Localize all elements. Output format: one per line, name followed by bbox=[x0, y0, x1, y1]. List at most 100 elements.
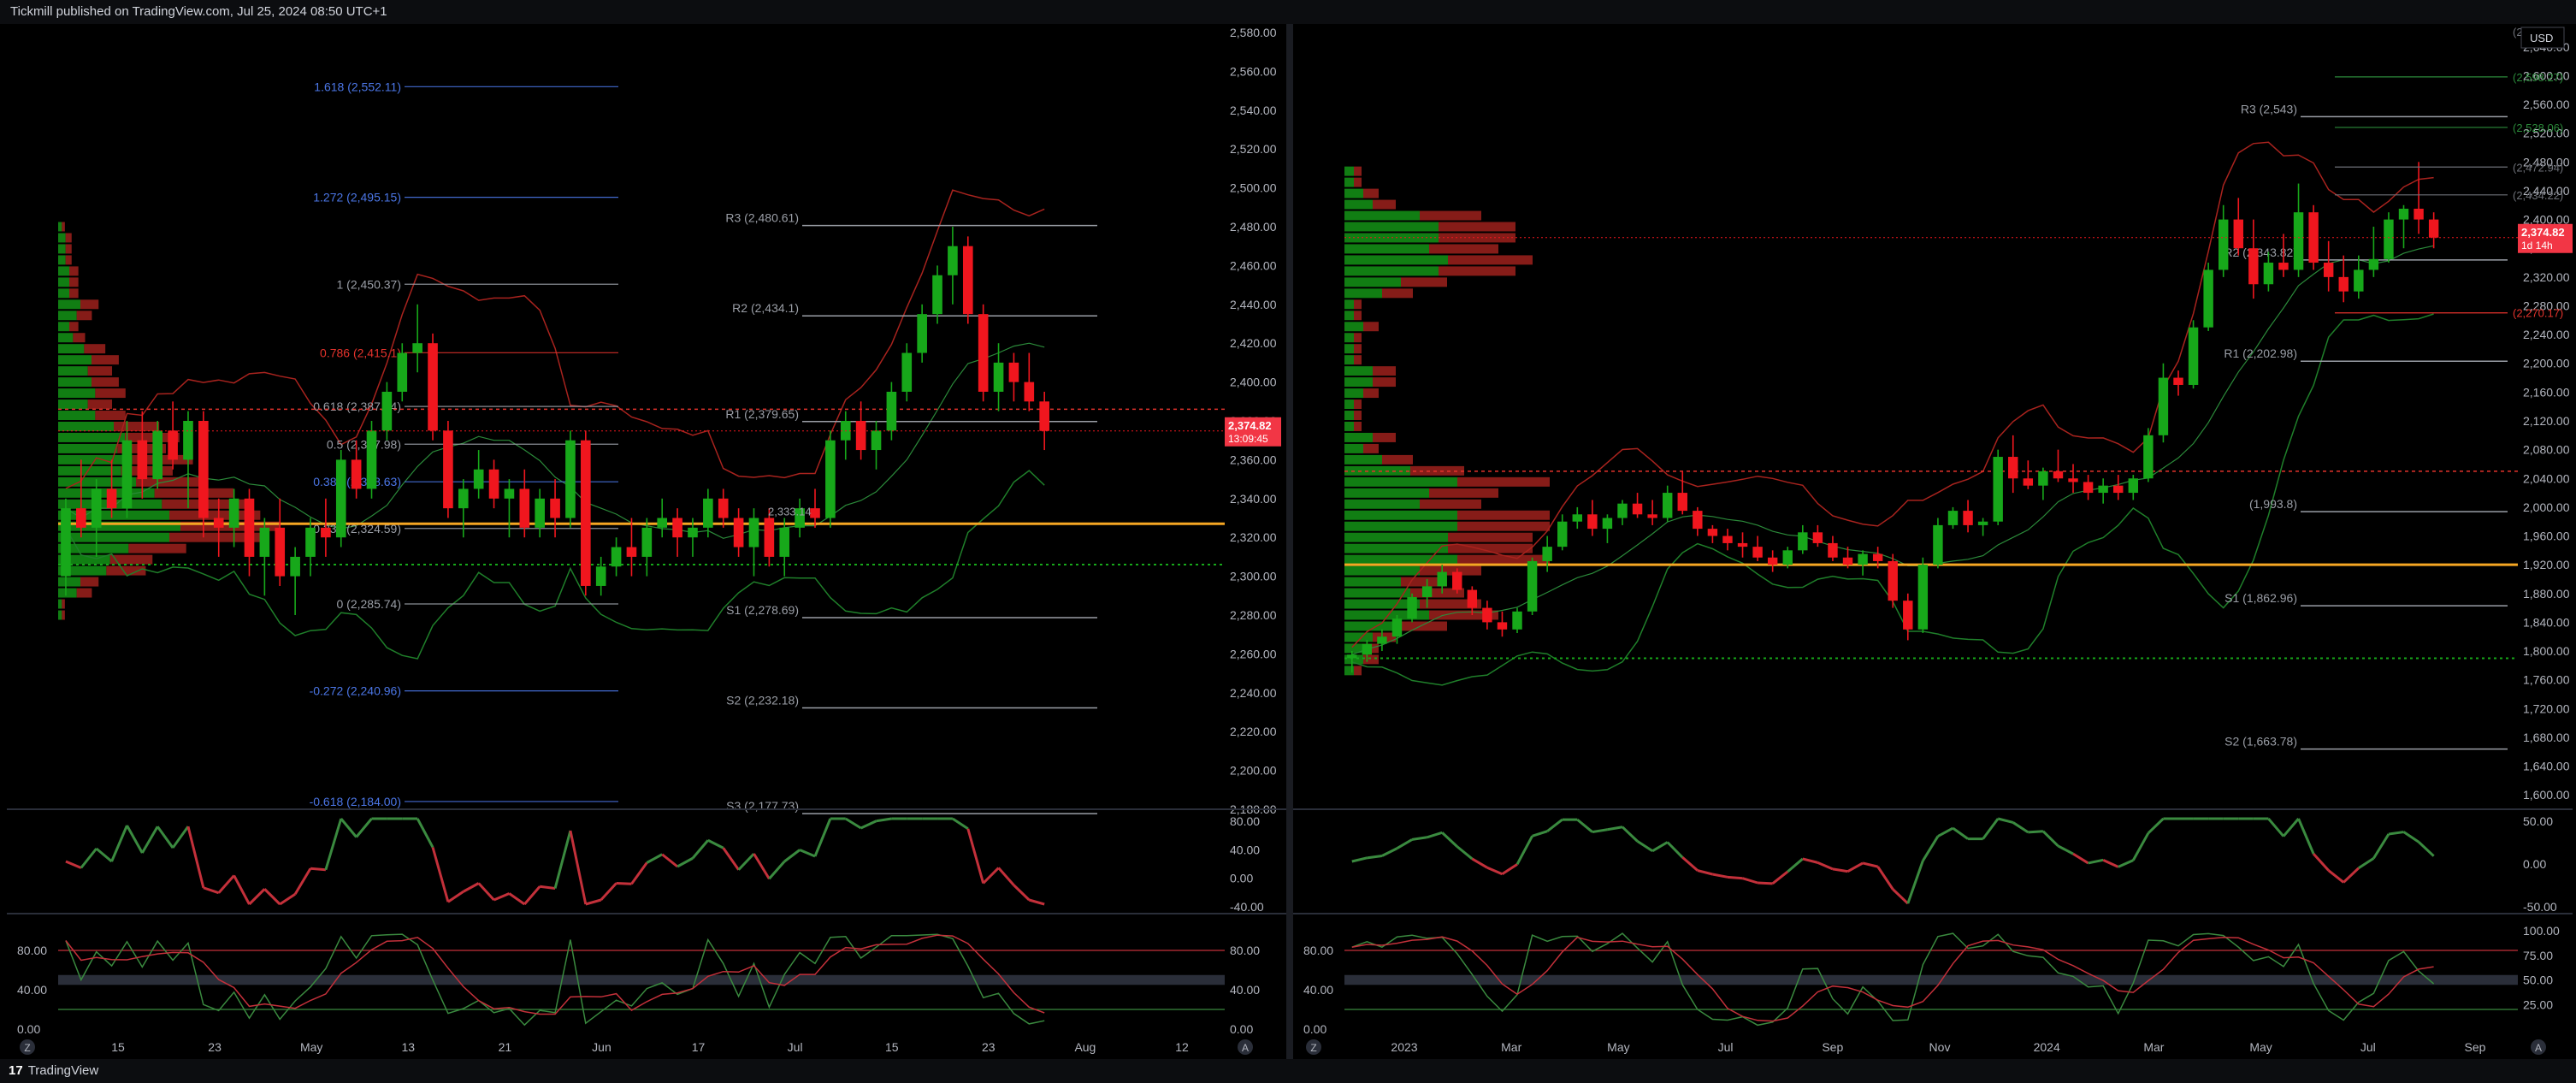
price-axis-tick: 2,300.00 bbox=[1230, 570, 1277, 583]
rsi-segment bbox=[2297, 818, 2315, 855]
time-axis-tick: 2024 bbox=[2034, 1040, 2060, 1054]
rsi-segment bbox=[1681, 856, 1699, 872]
footer-bar: 17 TradingView bbox=[0, 1059, 2576, 1083]
candle-body bbox=[61, 508, 71, 577]
rsi-segment bbox=[1621, 826, 1639, 843]
volume-profile-bar-up bbox=[1344, 411, 1354, 420]
price-axis-tick: 1,680.00 bbox=[2523, 731, 2570, 744]
chart-left-svg[interactable]: 2,580.00 2,560.00 2,540.00 2,520.00 2,500.00… bbox=[7, 24, 1286, 1059]
volume-profile-bar-up bbox=[1344, 443, 1363, 453]
panel-divider[interactable] bbox=[1286, 24, 1293, 1059]
rsi-segment bbox=[340, 818, 357, 838]
candle-body bbox=[825, 440, 836, 518]
axis-badge bbox=[1238, 1039, 1253, 1055]
volume-profile-bar-down bbox=[87, 366, 113, 376]
middle-band-line bbox=[65, 342, 1045, 539]
rsi-segment bbox=[126, 825, 144, 854]
candle-body bbox=[978, 314, 989, 392]
pivot-label: R1 (2,202.98) bbox=[2224, 346, 2297, 360]
candle-body bbox=[1858, 553, 1868, 565]
pivot-label: S1 (2,278.69) bbox=[726, 603, 799, 617]
price-axis-tick: 2,480.00 bbox=[1230, 220, 1277, 234]
rsi-segment bbox=[1727, 875, 1743, 880]
chart-right-svg[interactable]: 2,640.002,600.002,560.002,520.002,480.00… bbox=[1293, 24, 2573, 1059]
pivot-label: S1 (1,862.96) bbox=[2224, 591, 2297, 605]
rsi-segment bbox=[768, 861, 786, 880]
volume-profile-bar-up bbox=[58, 599, 62, 609]
tradingview-logo[interactable]: 17 TradingView bbox=[9, 1059, 98, 1083]
rsi-segment bbox=[1862, 861, 1878, 868]
candle-body bbox=[1632, 503, 1643, 515]
footer-brand: TradingView bbox=[27, 1063, 99, 1078]
candle-body bbox=[91, 488, 102, 528]
chart-panel-right[interactable]: 2,640.002,600.002,560.002,520.002,480.00… bbox=[1293, 24, 2573, 1059]
volume-profile-bar-up bbox=[1344, 521, 1457, 531]
candle-body bbox=[228, 498, 239, 528]
volume-profile-bar-down bbox=[87, 399, 113, 410]
candle-body bbox=[1947, 511, 1959, 525]
price-axis-tick: 2,480.00 bbox=[2523, 155, 2570, 169]
volume-profile-bar-down bbox=[136, 476, 200, 487]
volume-profile-bar-down bbox=[1457, 476, 1550, 487]
rsi-segment bbox=[722, 847, 740, 871]
candle-body bbox=[137, 440, 148, 480]
candle-body bbox=[626, 547, 637, 557]
volume-profile-bar-up bbox=[1344, 666, 1354, 676]
volume-profile-bar-down bbox=[69, 288, 79, 299]
rsi-segment bbox=[186, 826, 205, 889]
volume-profile-bar-up bbox=[58, 488, 155, 498]
volume-profile-bar-up bbox=[1344, 588, 1410, 598]
candle-body bbox=[810, 508, 820, 518]
candle-body bbox=[1527, 560, 1538, 612]
currency-button bbox=[2520, 27, 2565, 49]
time-axis-tick: 15 bbox=[885, 1040, 899, 1054]
candle-body bbox=[1617, 503, 1628, 518]
volume-profile-bar-up bbox=[58, 299, 80, 310]
rsi-segment bbox=[966, 828, 985, 884]
candle-body bbox=[321, 527, 331, 538]
time-axis-tick: 21 bbox=[499, 1040, 512, 1054]
candle-body bbox=[428, 343, 438, 431]
rsi-segment bbox=[1501, 863, 1518, 875]
fib-level-label: 1 (2,450.37) bbox=[337, 277, 402, 291]
volume-profile-bar-up bbox=[1344, 621, 1401, 631]
volume-profile-bar-up bbox=[1344, 632, 1373, 642]
stoch-axis-tick: 25.00 bbox=[2523, 997, 2553, 1011]
candle-body bbox=[962, 246, 973, 315]
candle-body bbox=[1008, 362, 1019, 382]
volume-profile-bar-up bbox=[58, 333, 74, 343]
candle-body bbox=[779, 527, 790, 557]
rsi-segment bbox=[2147, 817, 2165, 835]
rsi-segment bbox=[463, 882, 480, 893]
rsi-segment bbox=[1771, 870, 1789, 885]
candle-body bbox=[473, 469, 484, 489]
candle-body bbox=[2398, 208, 2409, 220]
volume-profile-bar-up bbox=[1344, 244, 1429, 254]
volume-profile-bar-down bbox=[62, 222, 65, 232]
candle-body bbox=[1752, 547, 1763, 558]
volume-profile-bar-down bbox=[92, 355, 119, 365]
rsi-segment bbox=[203, 886, 220, 895]
volume-profile-bar-up bbox=[1344, 288, 1382, 299]
candle-body bbox=[2263, 263, 2274, 285]
candle-body bbox=[764, 518, 775, 557]
volume-profile-bar-up bbox=[58, 565, 107, 576]
volume-profile-bar-up bbox=[1344, 422, 1354, 431]
candle-body bbox=[1917, 565, 1929, 630]
candle-body bbox=[1572, 514, 1583, 522]
tradingview-logo-mark: 17 bbox=[9, 1063, 23, 1078]
volume-profile-bar-up bbox=[1344, 532, 1448, 542]
pivot-label: S3 (2,177.73) bbox=[726, 799, 799, 813]
rsi-segment bbox=[1742, 877, 1758, 885]
chart-panel-left[interactable]: 2,580.00 2,560.00 2,540.00 2,520.00 2,500.00… bbox=[7, 24, 1286, 1059]
candle-body bbox=[290, 556, 300, 577]
volume-profile-bar-down bbox=[1373, 366, 1396, 376]
candle-body bbox=[259, 527, 270, 557]
rsi-segment bbox=[416, 818, 434, 849]
volume-profile-bar-up bbox=[1344, 399, 1354, 410]
volume-profile-bar-up bbox=[58, 411, 96, 420]
candle-body bbox=[795, 508, 805, 528]
rsi-segment bbox=[539, 885, 556, 890]
candle-body bbox=[1693, 511, 1703, 530]
volume-profile-bar-up bbox=[1344, 299, 1354, 310]
